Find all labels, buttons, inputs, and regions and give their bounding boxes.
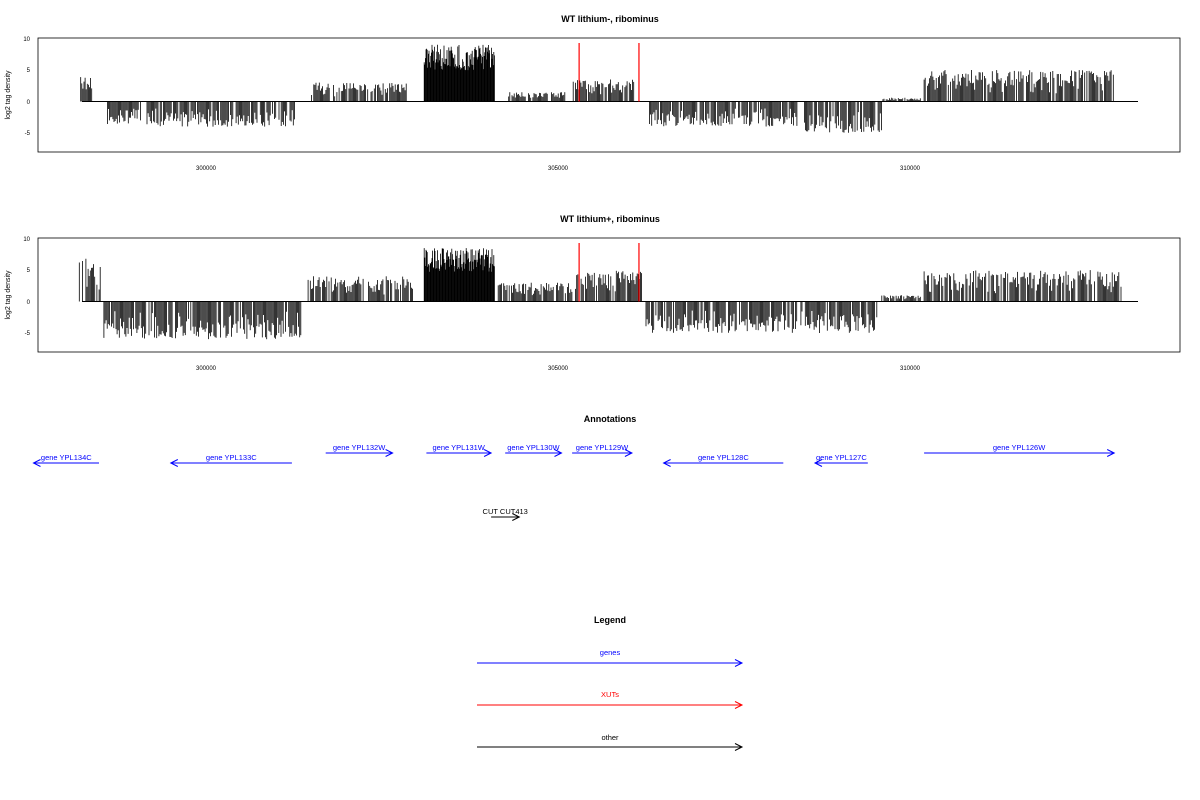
legend-item-other: other	[477, 733, 744, 751]
y-tick-label: 0	[27, 100, 31, 106]
feature-label: CUT CUT413	[483, 507, 528, 516]
feature-gene-ypl129w: gene YPL129W	[572, 443, 634, 457]
legend-label: other	[601, 733, 619, 742]
x-axis: 300000 305000 310000	[196, 166, 921, 172]
x-tick-label: 300000	[196, 366, 217, 372]
xut-markers	[578, 243, 640, 302]
density-bars	[78, 248, 1122, 340]
arrow-head-icon	[169, 459, 179, 467]
feature-gene-ypl134c: gene YPL134C	[32, 453, 99, 467]
legend-item-genes: genes	[477, 648, 744, 667]
legend-arrow-head-icon	[734, 743, 744, 751]
x-tick-label: 310000	[900, 366, 921, 372]
feature-label: gene YPL134C	[41, 453, 92, 462]
legend-arrow-head-icon	[734, 659, 744, 667]
feature-arrows: gene YPL134C gene YPL133C gene YPL132W gene…	[32, 443, 1116, 521]
feature-gene-ypl130w: gene YPL130W	[505, 443, 563, 457]
feature-gene-ypl127c: gene YPL127C	[813, 453, 868, 467]
plot-frame	[37, 37, 1181, 153]
x-tick-label: 300000	[196, 166, 217, 172]
y-tick-label: 5	[27, 68, 31, 74]
feature-label: gene YPL127C	[816, 453, 867, 462]
arrow-head-icon	[624, 449, 634, 457]
feature-gene-ypl131w: gene YPL131W	[426, 443, 493, 457]
arrow-head-icon	[385, 449, 394, 457]
density-bars	[80, 44, 1114, 133]
feature-label: gene YPL126W	[993, 443, 1046, 452]
y-axis: 10 5 0 -5	[23, 237, 30, 337]
feature-label: gene YPL129W	[576, 443, 629, 452]
feature-gene-ypl126w: gene YPL126W	[924, 443, 1116, 457]
y-tick-label: 0	[27, 300, 31, 306]
feature-label: gene YPL130W	[507, 443, 560, 452]
legend-title: Legend	[594, 615, 626, 625]
xut-markers	[578, 43, 640, 102]
x-axis: 300000 305000 310000	[196, 366, 921, 372]
arrow-head-icon	[483, 449, 493, 457]
x-tick-label: 310000	[900, 166, 921, 172]
arrow-head-icon	[554, 449, 563, 457]
feature-cut-cut413: CUT CUT413	[483, 507, 528, 521]
plot-frame	[37, 237, 1181, 353]
legend: Legend genes XUTs other	[477, 615, 744, 751]
panel-title: WT lithium-, ribominus	[561, 14, 659, 24]
legend-arrow-head-icon	[734, 701, 744, 709]
feature-label: gene YPL133C	[206, 453, 257, 462]
arrow-head-icon	[813, 459, 823, 467]
feature-gene-ypl132w: gene YPL132W	[325, 443, 394, 457]
annotations-track: Annotations gene YPL134C gene YPL133Cgene…	[32, 414, 1116, 521]
track-panel-lithium-plus: WT lithium+, ribominus log2 tag density …	[5, 214, 1181, 372]
legend-label: genes	[600, 648, 621, 657]
annotations-title: Annotations	[584, 414, 637, 424]
arrow-head-icon	[1106, 449, 1116, 457]
feature-gene-ypl128c: gene YPL128C	[662, 453, 784, 467]
feature-label: gene YPL132W	[333, 443, 386, 452]
y-tick-label: -5	[25, 331, 31, 337]
feature-label: gene YPL128C	[698, 453, 749, 462]
y-tick-label: 10	[23, 37, 30, 43]
x-tick-label: 305000	[548, 366, 569, 372]
feature-gene-ypl133c: gene YPL133C	[169, 453, 292, 467]
y-axis-label: log2 tag density	[5, 70, 12, 120]
track-panel-lithium-minus: WT lithium-, ribominus log2 tag density …	[5, 14, 1181, 172]
feature-label: gene YPL131W	[432, 443, 485, 452]
y-tick-label: -5	[25, 131, 31, 137]
y-axis-label: log2 tag density	[5, 270, 12, 320]
y-axis: 10 5 0 -5	[23, 37, 30, 137]
legend-label: XUTs	[601, 690, 619, 699]
x-tick-label: 305000	[548, 166, 569, 172]
arrow-head-icon	[512, 513, 521, 521]
arrow-head-icon	[662, 459, 671, 467]
legend-item-xuts: XUTs	[477, 690, 744, 709]
y-tick-label: 10	[23, 237, 30, 243]
arrow-head-icon	[32, 459, 41, 467]
panel-title: WT lithium+, ribominus	[560, 214, 660, 224]
y-tick-label: 5	[27, 268, 31, 274]
